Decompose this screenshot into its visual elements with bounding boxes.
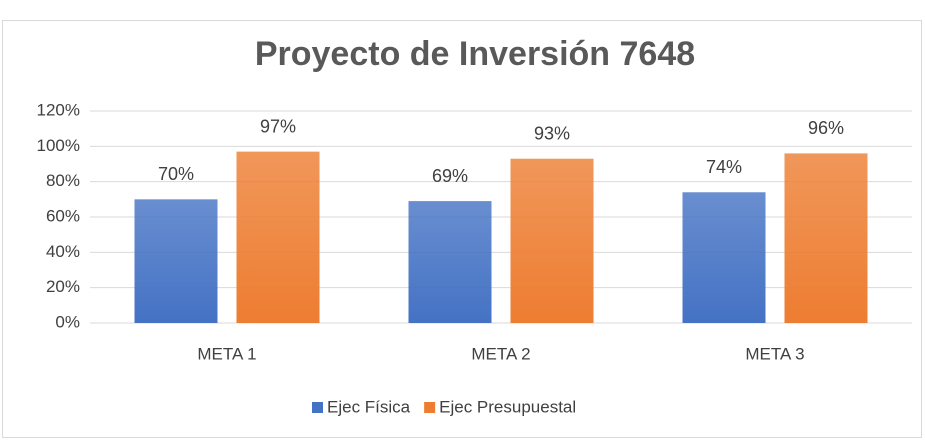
y-tick-label: 0% [55,312,80,331]
x-tick-label: META 3 [745,344,804,363]
bar [682,192,766,323]
y-tick-label: 100% [37,136,80,155]
bar [510,158,594,323]
bar [784,153,868,323]
chart-title: Proyecto de Inversión 7648 [255,35,695,73]
y-tick-label: 80% [46,171,80,190]
y-tick-label: 60% [46,206,80,225]
data-label: 97% [260,116,296,136]
bar [134,199,218,323]
legend-label: Ejec Presupuestal [439,397,576,416]
legend-swatch [424,402,436,413]
y-tick-label: 20% [46,277,80,296]
data-label: 70% [158,164,194,184]
legend-swatch [312,402,323,413]
data-label: 96% [808,118,844,138]
data-label: 69% [432,166,468,186]
y-tick-label: 120% [37,100,80,119]
legend-label: Ejec Física [327,397,411,416]
x-tick-label: META 2 [471,344,530,363]
data-label: 74% [706,157,742,177]
bar [236,151,320,323]
x-tick-label: META 1 [197,344,256,363]
data-label: 93% [534,123,570,143]
y-tick-label: 40% [46,242,80,261]
bar [408,201,492,323]
